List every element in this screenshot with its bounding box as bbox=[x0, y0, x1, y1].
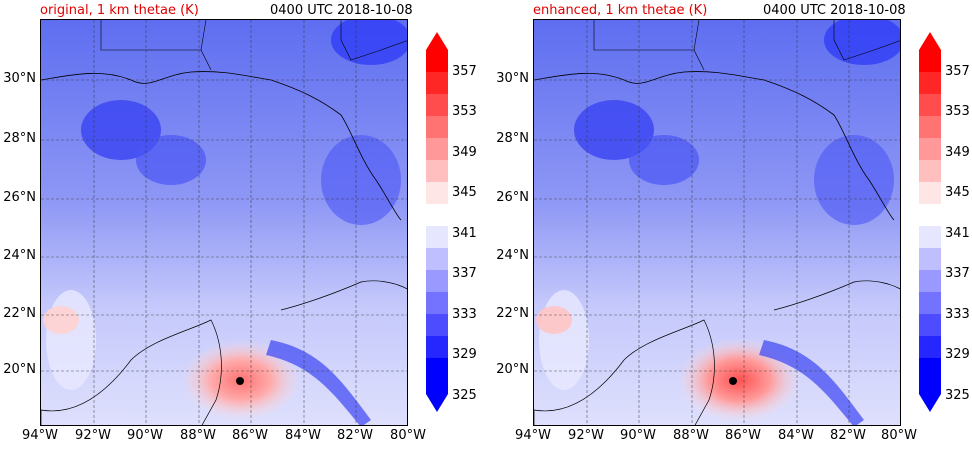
lon-label-84: 84°W bbox=[285, 428, 321, 443]
right-panel-title: enhanced, 1 km thetae (K) bbox=[533, 3, 708, 18]
lat-label-22: 22°N bbox=[3, 306, 36, 321]
left-map[interactable] bbox=[40, 19, 408, 426]
lat-label-24: 24°N bbox=[3, 248, 36, 263]
cbar-tick-345: 345 bbox=[945, 185, 970, 200]
cbar-tick-349: 349 bbox=[452, 145, 477, 160]
lat-label-22: 22°N bbox=[496, 306, 529, 321]
right-panel: enhanced, 1 km thetae (K) 0400 UTC 2018-… bbox=[493, 0, 972, 449]
lon-label-82: 82°W bbox=[830, 428, 866, 443]
cbar-tick-329: 329 bbox=[452, 347, 477, 362]
lon-label-90: 90°W bbox=[620, 428, 656, 443]
lat-label-30: 30°N bbox=[496, 71, 529, 86]
lat-label-20: 20°N bbox=[3, 362, 36, 377]
storm-center-marker bbox=[236, 377, 244, 385]
right-map[interactable] bbox=[533, 19, 901, 426]
cbar-tick-341: 341 bbox=[452, 226, 477, 241]
cbar-tick-357: 357 bbox=[945, 64, 970, 79]
lon-label-88: 88°W bbox=[673, 428, 709, 443]
cbar-tick-333: 333 bbox=[452, 307, 477, 322]
cbar-tick-325: 325 bbox=[945, 388, 970, 403]
lon-label-88: 88°W bbox=[180, 428, 216, 443]
lat-label-26: 26°N bbox=[496, 190, 529, 205]
left-panel-time: 0400 UTC 2018-10-08 bbox=[270, 3, 413, 18]
lon-label-94: 94°W bbox=[22, 428, 58, 443]
cbar-tick-329: 329 bbox=[945, 347, 970, 362]
cbar-tick-353: 353 bbox=[945, 104, 970, 119]
left-colorbar bbox=[426, 32, 448, 412]
right-map-svg bbox=[534, 20, 900, 425]
lat-label-28: 28°N bbox=[3, 131, 36, 146]
cbar-tick-357: 357 bbox=[452, 64, 477, 79]
cbar-tick-341: 341 bbox=[945, 226, 970, 241]
cbar-tick-345: 345 bbox=[452, 185, 477, 200]
left-map-svg bbox=[41, 20, 407, 425]
lat-label-30: 30°N bbox=[3, 71, 36, 86]
lon-label-90: 90°W bbox=[127, 428, 163, 443]
right-panel-time: 0400 UTC 2018-10-08 bbox=[763, 3, 906, 18]
cbar-tick-333: 333 bbox=[945, 307, 970, 322]
lon-label-92: 92°W bbox=[75, 428, 111, 443]
lat-label-28: 28°N bbox=[496, 131, 529, 146]
cbar-tick-325: 325 bbox=[452, 388, 477, 403]
lon-label-86: 86°W bbox=[725, 428, 761, 443]
right-colorbar bbox=[919, 32, 941, 412]
left-panel-title: original, 1 km thetae (K) bbox=[40, 3, 199, 18]
lon-label-82: 82°W bbox=[337, 428, 373, 443]
lat-label-26: 26°N bbox=[3, 190, 36, 205]
lon-label-80: 80°W bbox=[390, 428, 426, 443]
cbar-tick-337: 337 bbox=[452, 266, 477, 281]
lon-label-92: 92°W bbox=[568, 428, 604, 443]
cbar-tick-353: 353 bbox=[452, 104, 477, 119]
lon-label-86: 86°W bbox=[232, 428, 268, 443]
cbar-tick-337: 337 bbox=[945, 266, 970, 281]
lon-label-94: 94°W bbox=[515, 428, 551, 443]
lat-label-24: 24°N bbox=[496, 248, 529, 263]
lon-label-80: 80°W bbox=[881, 428, 917, 443]
storm-center-marker bbox=[729, 377, 737, 385]
left-panel: original, 1 km thetae (K) 0400 UTC 2018-… bbox=[3, 3, 477, 443]
cbar-tick-349: 349 bbox=[945, 145, 970, 160]
lon-label-84: 84°W bbox=[778, 428, 814, 443]
lat-label-20: 20°N bbox=[496, 362, 529, 377]
